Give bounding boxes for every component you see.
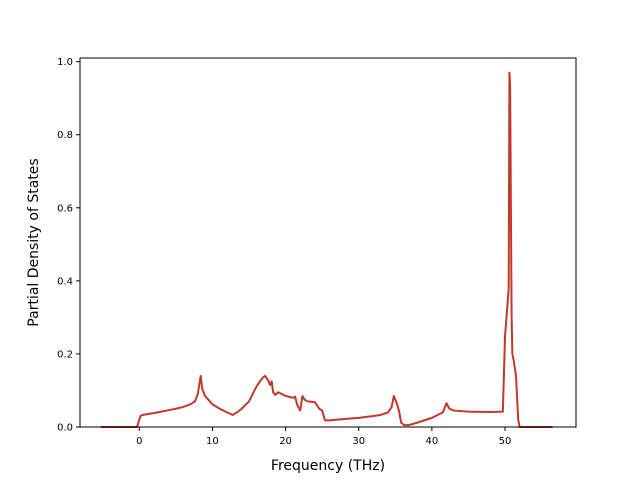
- y-tick-label: 0.0: [57, 423, 73, 434]
- y-axis: 0.0 0.2 0.4 0.6 0.8 1.0: [57, 57, 80, 434]
- y-tick-label: 0.6: [57, 203, 73, 214]
- pdos-series-line: [100, 71, 553, 428]
- y-tick-label: 0.4: [57, 276, 73, 287]
- y-tick-label: 0.2: [57, 349, 73, 360]
- x-tick-label: 30: [352, 436, 365, 447]
- x-axis-title: Frequency (THz): [271, 458, 385, 474]
- x-tick-label: 10: [206, 436, 219, 447]
- y-tick-label: 0.8: [57, 130, 73, 141]
- x-tick-label: 40: [426, 436, 439, 447]
- plot-frame: [79, 57, 577, 428]
- y-tick-label: 1.0: [57, 57, 73, 68]
- x-tick-label: 0: [136, 436, 142, 447]
- x-axis: 0 10 20 30 40 50: [136, 427, 511, 447]
- x-tick-label: 20: [279, 436, 292, 447]
- x-tick-label: 50: [499, 436, 512, 447]
- plot-area: [100, 71, 553, 428]
- y-axis-title: Partial Density of States: [26, 158, 42, 326]
